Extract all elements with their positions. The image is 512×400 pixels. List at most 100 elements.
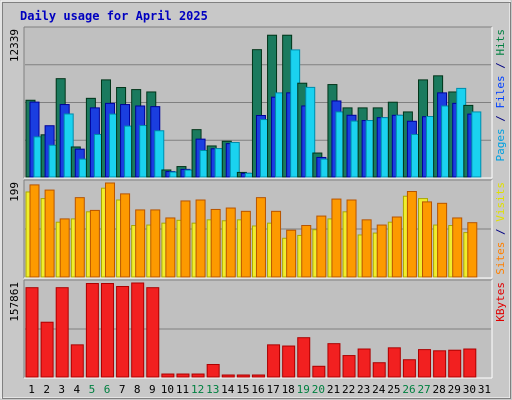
bar-kbytes-day-14 xyxy=(221,374,235,378)
bar-pages-day-9 xyxy=(154,130,165,178)
bar-sites-day-3 xyxy=(59,218,70,278)
legend-part: Files xyxy=(494,75,507,108)
bar-kbytes-day-30 xyxy=(463,348,477,378)
bar-kbytes-day-16 xyxy=(251,374,265,378)
series-legend: KBytes xyxy=(494,282,507,322)
bar-sites-day-14 xyxy=(225,207,236,278)
x-tick-label: 17 xyxy=(266,383,279,396)
bar-sites-day-21 xyxy=(331,198,342,278)
bar-kbytes-day-5 xyxy=(85,283,99,378)
bar-sites-day-13 xyxy=(210,208,221,278)
x-tick-label: 8 xyxy=(134,383,141,396)
legend-part: Hits xyxy=(494,29,507,56)
bar-sites-day-19 xyxy=(301,225,312,278)
x-tick-label: 6 xyxy=(104,383,111,396)
bar-kbytes-day-8 xyxy=(131,282,145,378)
ymax-label: 157861 xyxy=(8,282,21,322)
x-tick-label: 3 xyxy=(58,383,65,396)
x-tick-label: 22 xyxy=(342,383,355,396)
bar-sites-day-28 xyxy=(437,202,448,278)
bar-sites-day-20 xyxy=(316,215,327,278)
bar-sites-day-29 xyxy=(452,217,463,278)
x-tick-label: 27 xyxy=(417,383,430,396)
bar-kbytes-day-22 xyxy=(342,355,356,378)
bar-sites-day-26 xyxy=(406,191,417,278)
x-tick-label: 5 xyxy=(89,383,96,396)
bar-sites-day-10 xyxy=(165,217,176,278)
bar-sites-day-27 xyxy=(422,201,433,278)
bar-sites-day-23 xyxy=(361,219,372,278)
x-tick-label: 18 xyxy=(282,383,295,396)
x-tick-label: 12 xyxy=(191,383,204,396)
x-tick-label: 20 xyxy=(312,383,325,396)
legend-part: / xyxy=(494,56,507,76)
x-tick-label: 11 xyxy=(176,383,189,396)
chart-panels: 12339 Pages / Files / Hits 199 Sites / Visi… xyxy=(8,26,507,379)
bar-kbytes-day-12 xyxy=(191,373,205,378)
bar-kbytes-day-26 xyxy=(402,359,416,378)
bar-sites-day-8 xyxy=(135,209,146,278)
bar-kbytes-day-1 xyxy=(25,287,39,378)
bar-kbytes-day-2 xyxy=(40,321,54,378)
series-legend: Pages / Files / Hits xyxy=(494,29,507,162)
bar-kbytes-day-17 xyxy=(267,344,281,378)
bar-sites-day-11 xyxy=(180,200,191,278)
x-tick-label: 31 xyxy=(478,383,491,396)
bar-kbytes-day-21 xyxy=(327,343,341,378)
bar-kbytes-day-18 xyxy=(282,345,296,378)
bar-sites-day-25 xyxy=(391,216,402,278)
bar-sites-day-24 xyxy=(376,224,387,278)
chart-title: Daily usage for April 2025 xyxy=(20,9,208,23)
bar-kbytes-day-3 xyxy=(55,287,69,378)
bar-kbytes-day-4 xyxy=(70,344,84,378)
bar-sites-day-7 xyxy=(120,193,131,278)
bar-sites-day-9 xyxy=(150,209,161,278)
bar-kbytes-day-6 xyxy=(100,283,114,378)
x-tick-label: 9 xyxy=(149,383,156,396)
bar-sites-day-1 xyxy=(29,184,40,278)
bar-kbytes-day-29 xyxy=(448,349,462,378)
bar-kbytes-day-13 xyxy=(206,363,220,378)
bar-kbytes-day-24 xyxy=(372,362,386,378)
bar-sites-day-16 xyxy=(255,197,266,278)
x-tick-label: 2 xyxy=(43,383,50,396)
bar-sites-day-30 xyxy=(467,222,478,278)
legend-part: / xyxy=(494,109,507,129)
x-tick-label: 28 xyxy=(433,383,446,396)
bar-kbytes-day-19 xyxy=(297,337,311,378)
x-tick-label: 14 xyxy=(221,383,235,396)
panel-pages-files-hits: 12339 Pages / Files / Hits xyxy=(8,26,507,179)
bar-kbytes-day-20 xyxy=(312,365,326,378)
x-tick-label: 30 xyxy=(463,383,476,396)
panel-kbytes: 157861 KBytes xyxy=(8,279,507,379)
x-tick-label: 19 xyxy=(297,383,310,396)
bar-kbytes-day-9 xyxy=(146,287,160,378)
bar-pages-day-19 xyxy=(305,86,316,178)
x-axis: 1 2 3 4 5 6 7 8 9 10 11 12 13 14 15 16 17 18 19 20 21 22 23 24 2… xyxy=(28,383,491,396)
x-tick-label: 26 xyxy=(402,383,415,396)
x-tick-label: 29 xyxy=(448,383,461,396)
legend-part: KBytes xyxy=(494,282,507,322)
bar-sites-day-2 xyxy=(44,189,55,278)
ymax-label: 12339 xyxy=(8,29,21,62)
bar-kbytes-day-23 xyxy=(357,348,371,378)
bar-kbytes-day-10 xyxy=(161,373,175,378)
bar-sites-day-12 xyxy=(195,199,206,278)
x-tick-label: 1 xyxy=(28,383,35,396)
legend-part: Pages xyxy=(494,128,507,161)
legend-part: Visits xyxy=(494,182,507,222)
bar-sites-day-22 xyxy=(346,199,357,278)
x-tick-label: 15 xyxy=(236,383,249,396)
bar-kbytes-day-15 xyxy=(236,374,250,378)
x-tick-label: 25 xyxy=(387,383,400,396)
bar-sites-day-15 xyxy=(240,210,251,278)
legend-part: / xyxy=(494,222,507,242)
bar-pages-day-30 xyxy=(471,111,482,178)
x-tick-label: 21 xyxy=(327,383,340,396)
x-tick-label: 10 xyxy=(161,383,174,396)
bar-sites-day-4 xyxy=(74,197,85,278)
x-tick-label: 24 xyxy=(372,383,386,396)
x-tick-label: 16 xyxy=(251,383,264,396)
